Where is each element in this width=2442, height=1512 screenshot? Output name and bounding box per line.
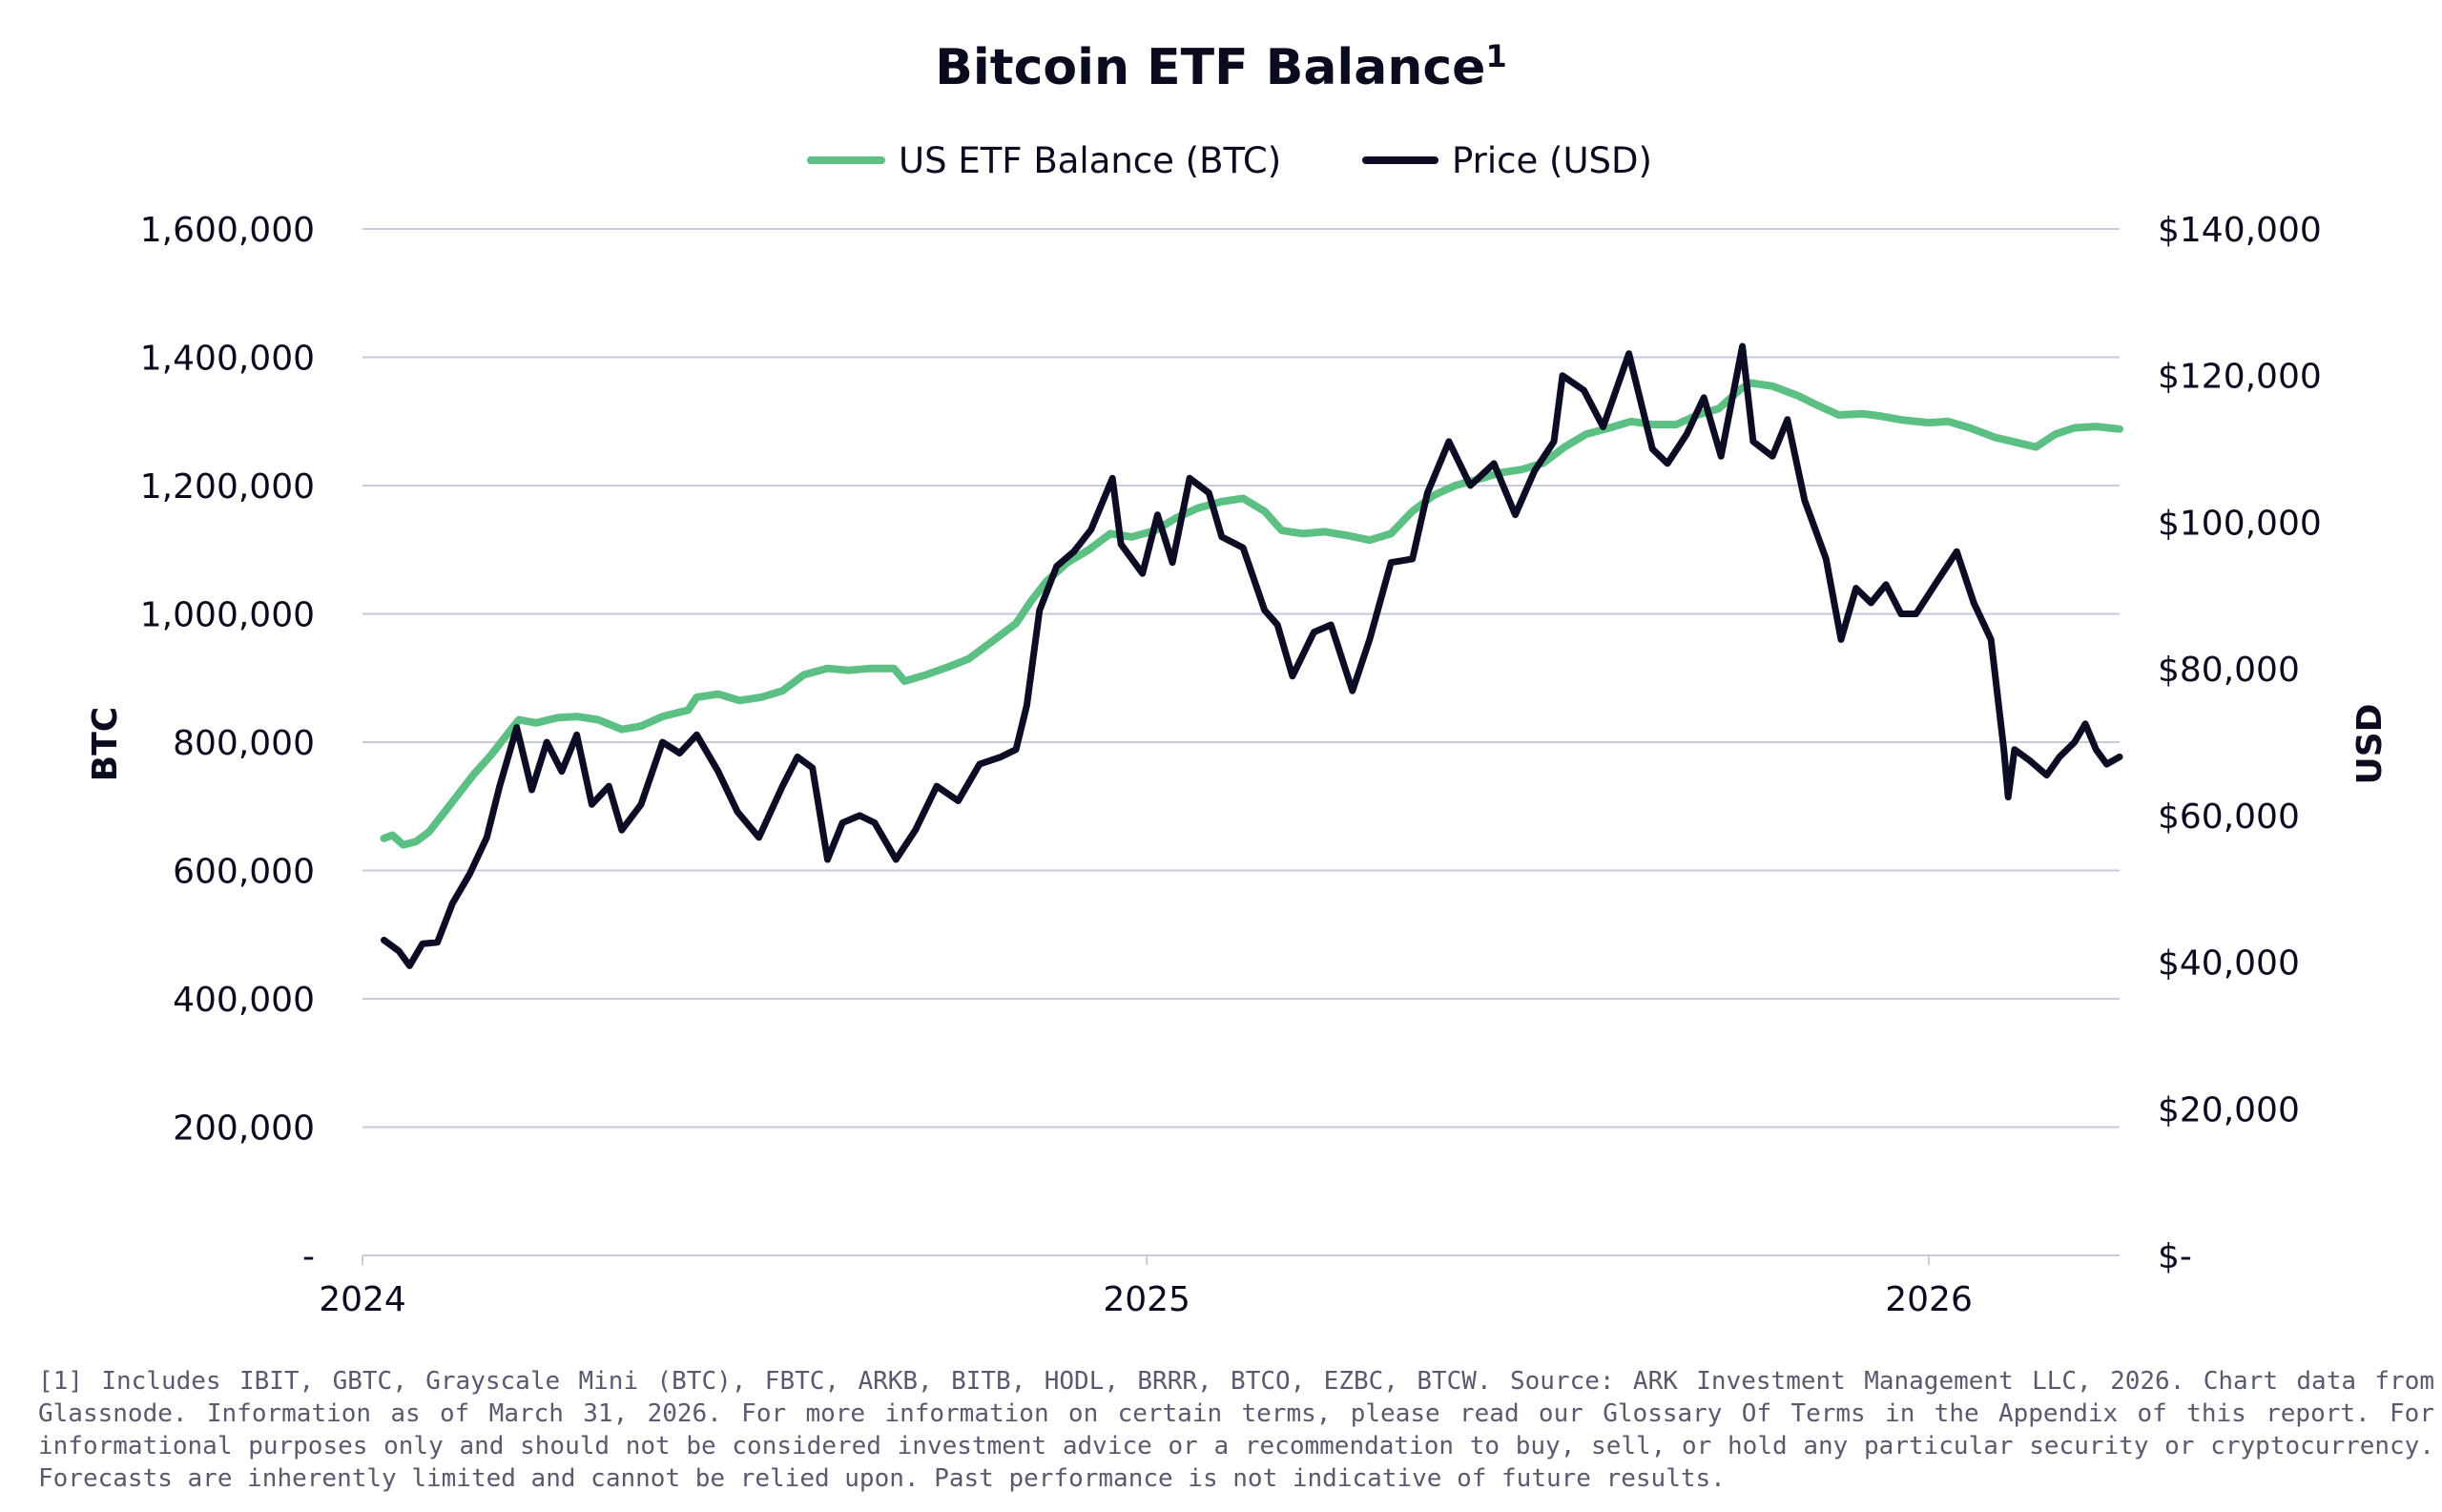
chart-title-superscript: 1 <box>1485 38 1506 74</box>
y-left-tick-label: - <box>302 1237 315 1276</box>
y-right-tick-label: $60,000 <box>2158 797 2300 837</box>
y-left-tick-label: 400,000 <box>173 981 315 1020</box>
series-line-price <box>381 342 2123 969</box>
series-line-etf-balance <box>380 379 2123 849</box>
y-right-tick-label: $- <box>2158 1237 2192 1276</box>
y-axis-left-title: BTC <box>86 707 125 781</box>
y-axis-right-title: USD <box>2350 703 2390 784</box>
chart-title: Bitcoin ETF Balance1 <box>935 38 1506 96</box>
y-right-tick-label: $140,000 <box>2158 211 2322 250</box>
y-left-tick-label: 600,000 <box>173 853 315 892</box>
chart-title-text: Bitcoin ETF Balance <box>935 39 1485 96</box>
legend-label-etf-balance: US ETF Balance (BTC) <box>899 140 1281 181</box>
x-tick-label: 2024 <box>319 1280 406 1319</box>
y-axis-right-ticks: $- $20,000 $40,000 $60,000 $80,000 $100,000 $1… <box>2158 211 2322 1276</box>
x-tick-label: 2025 <box>1103 1280 1190 1319</box>
y-right-tick-label: $80,000 <box>2158 651 2300 690</box>
y-left-tick-label: 800,000 <box>173 724 315 763</box>
y-left-tick-label: 1,600,000 <box>140 211 315 250</box>
y-right-tick-label: $100,000 <box>2158 504 2322 543</box>
y-right-tick-label: $20,000 <box>2158 1090 2300 1129</box>
y-left-tick-label: 1,400,000 <box>140 340 315 379</box>
y-right-tick-label: $40,000 <box>2158 944 2300 984</box>
footnote: [1] Includes IBIT, GBTC, Grayscale Mini … <box>38 1367 2434 1493</box>
legend: US ETF Balance (BTC) Price (USD) <box>807 140 1652 181</box>
y-right-tick-label: $120,000 <box>2158 358 2322 397</box>
y-left-tick-label: 1,000,000 <box>140 596 315 635</box>
x-axis-ticks: 2024 2025 2026 <box>319 1255 1973 1319</box>
y-left-tick-label: 1,200,000 <box>140 467 315 507</box>
y-left-tick-label: 200,000 <box>173 1109 315 1149</box>
legend-label-price: Price (USD) <box>1452 140 1652 181</box>
y-axis-left-ticks: - 200,000 400,000 600,000 800,000 1,000,000 1,… <box>140 211 315 1276</box>
x-tick-label: 2026 <box>1885 1280 1973 1319</box>
gridlines <box>362 228 2120 1256</box>
